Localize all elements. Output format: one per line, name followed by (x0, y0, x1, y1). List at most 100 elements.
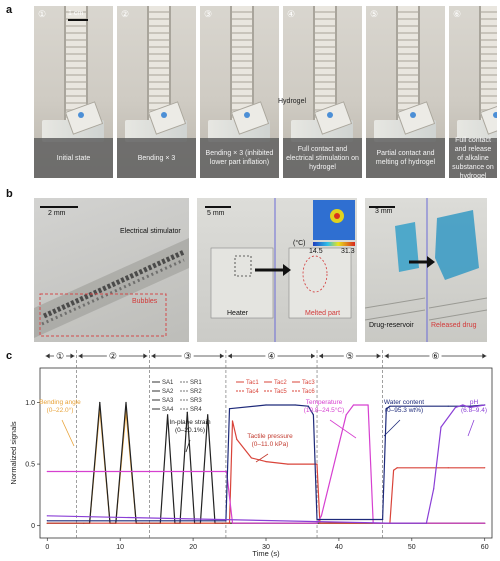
legend-entry-strain: SR3 (190, 398, 202, 404)
series-point-6 (469, 406, 471, 409)
series-point-5 (389, 405, 391, 407)
series-point-6 (433, 488, 435, 490)
series-line-1 (47, 408, 485, 524)
series-point-5 (469, 405, 471, 407)
x-axis-label: Time (s) (252, 549, 280, 558)
bubbles-label: Bubbles (132, 298, 158, 305)
micrograph-heater: 5 mm (°C) 14.5 31.3 Heater Melted part (197, 198, 357, 342)
sensor-dot (161, 112, 167, 118)
series-point-6 (46, 515, 48, 517)
series-point-5 (265, 404, 267, 406)
legend-entry-tactile: Tac5 (274, 389, 287, 395)
legend-entry-strain: SA2 (162, 389, 174, 395)
sensor-dot (327, 112, 333, 118)
x-tick-label: 20 (189, 544, 197, 551)
stage-label: ④ (267, 351, 275, 361)
series-point-3 (250, 457, 253, 459)
ph-annotation: pH (470, 399, 479, 406)
stage-caption: Full contact and release of alkaline sub… (449, 137, 497, 178)
sensor-dot (493, 112, 497, 118)
legend-entry-strain: SR1 (190, 380, 202, 386)
series-point-6 (440, 426, 442, 428)
stage-number: ② (121, 9, 130, 19)
series-point-4 (231, 522, 234, 524)
series-point-5 (312, 414, 314, 416)
series-point-3 (228, 522, 231, 524)
stage-number: ⑤ (370, 9, 379, 19)
actuator-tube (64, 6, 88, 124)
series-point-4 (320, 515, 323, 517)
stage-arrowhead-right (376, 353, 381, 359)
series-point-6 (454, 406, 457, 409)
stage-arrowhead-left (151, 353, 156, 359)
hydrogel-label: Hydrogel (278, 98, 307, 105)
stage-arrowhead-right (311, 353, 316, 359)
legend-entry-strain: SR4 (190, 407, 202, 413)
stage-label: ⑤ (346, 351, 354, 361)
series-point-2 (125, 401, 127, 404)
stage-number: ⑥ (453, 9, 462, 19)
series-point-6 (484, 404, 486, 406)
bending-angle-annotation: Bending angle (39, 399, 81, 406)
stage-label: ① (56, 351, 64, 361)
photo-stage-6: ⑥ Full contact and release of alkaline su… (449, 6, 497, 178)
series-point-3 (447, 467, 449, 469)
y-tick-label: 0 (31, 523, 35, 530)
stage-caption: Full contact and electrical stimulation … (283, 138, 362, 178)
water-content-annotation: Water content (384, 399, 424, 406)
series-point-3 (236, 438, 238, 441)
drug-reservoir-label: Drug-reservoir (369, 322, 414, 329)
series-point-5 (320, 518, 322, 521)
legend-entry-strain: SA1 (162, 380, 174, 386)
series-point-6 (462, 404, 464, 406)
sensor-dot (78, 112, 84, 118)
series-point-4 (345, 414, 347, 416)
colorbar-max-label: 31.3 (341, 248, 355, 255)
series-point-2 (166, 414, 169, 416)
legend-entry-tactile: Tac1 (246, 380, 259, 386)
y-axis-label: Normalized signals (9, 421, 18, 485)
photo-stage-4: ④ Full contact and electrical stimulation… (283, 6, 362, 178)
temperature-annotation-range: (10.8–24.5°C) (304, 406, 345, 414)
legend-entry-strain: SA3 (162, 398, 174, 404)
in-plane-strain-annotation-range: (0–20.1%) (175, 427, 205, 434)
series-point-3 (396, 467, 398, 469)
series-point-3 (484, 467, 486, 469)
x-tick-label: 0 (45, 544, 49, 551)
tactile-pressure-annotation: Tactile pressure (247, 433, 293, 440)
stage-caption: Bending × 3 (inhibited lower part inflat… (200, 138, 279, 178)
panel-a-label: a (6, 4, 13, 16)
sensor-dot (244, 112, 250, 118)
melted-part-label: Melted part (305, 310, 341, 317)
ph-annotation-range: (6.8–9.4) (461, 407, 487, 414)
series-point-3 (392, 469, 395, 471)
series-point-4 (46, 470, 48, 473)
bending-angle-annotation-range: (0–22.0°) (47, 406, 74, 414)
photo-stage-1: ① Initial state (34, 6, 113, 178)
heater-drawing (210, 198, 355, 342)
x-tick-label: 10 (116, 544, 124, 551)
stage-number: ③ (204, 9, 213, 19)
series-point-6 (425, 522, 427, 524)
micrograph-drug-reservoir: 3 mm Drug-reservoir Released drug (365, 198, 487, 342)
legend-entry-tactile: Tac3 (302, 380, 315, 386)
stage-label-bg (265, 351, 278, 361)
stage-label: ② (109, 351, 117, 361)
series-point-3 (287, 463, 289, 465)
y-tick-label: 1.0 (25, 400, 35, 407)
series-point-3 (231, 420, 234, 422)
photo-stage-2: ② Bending × 3 (117, 6, 196, 178)
stage-arrowhead-left (319, 353, 324, 359)
stage-arrowhead-left (384, 353, 389, 359)
in-plane-strain-annotation: In-plane strain (169, 419, 211, 426)
stage-label-bg (181, 351, 194, 361)
series-point-2 (99, 401, 101, 404)
scale-bar-label-a: 1 cm (68, 10, 84, 17)
legend-entry-strain: SA4 (162, 407, 174, 413)
scale-bar-label-b3: 3 mm (375, 208, 393, 215)
series-line-5 (47, 404, 485, 522)
stage-arrowhead-left (45, 353, 50, 359)
series-point-5 (316, 518, 318, 521)
micrograph-electrical-stimulator: 2 mm Electrical stimulator Bubbles (34, 198, 189, 342)
tactile-pressure-annotation-range: (0–11.0 kPa) (252, 441, 289, 448)
